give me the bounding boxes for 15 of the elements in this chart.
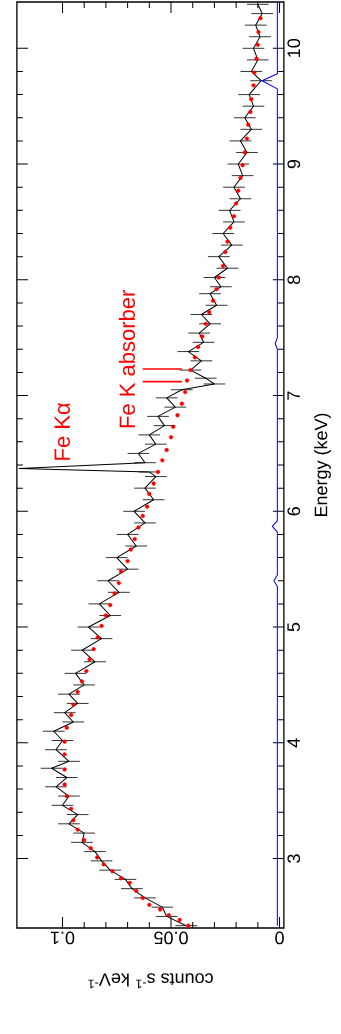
y-tick-label: 9 — [287, 159, 301, 169]
x-tick-label: 0 — [275, 931, 284, 945]
annotation: Fe Kα — [54, 402, 71, 460]
y-tick-label: 4 — [287, 738, 300, 748]
x-axis-title: counts s$^{-1}$ keV$^{-1}$ — [88, 973, 213, 989]
y-tick-label: 10 — [287, 38, 301, 57]
y-tick-label: 7 — [287, 391, 300, 400]
y-tick-label: 8 — [287, 275, 301, 285]
y-tick-label: 3 — [287, 854, 301, 863]
annotation: Fe K absorber — [118, 290, 136, 428]
y-axis-title: Energy (keV) — [314, 413, 331, 517]
x-tick-label: 0.05 — [154, 931, 188, 945]
y-tick-label: 6 — [287, 507, 301, 516]
x-tick-label: 0.1 — [50, 931, 75, 945]
y-tick-label: 5 — [287, 622, 301, 632]
